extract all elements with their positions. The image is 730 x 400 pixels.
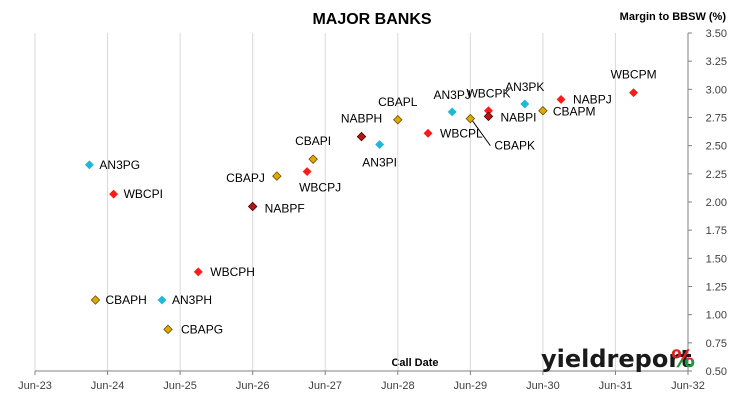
- point-label-wbcpj: WBCPJ: [299, 181, 341, 195]
- leader-line-cbapk: [471, 120, 491, 146]
- data-point-cbaph: [90, 295, 101, 305]
- point-label-nabpf: NABPF: [265, 202, 305, 216]
- point-label-nabpi: NABPI: [500, 110, 536, 124]
- data-point-an3pi: [375, 139, 385, 150]
- point-label-cbapm: CBAPM: [553, 105, 596, 119]
- data-points: [84, 88, 639, 335]
- x-tick-label: Jun-24: [91, 380, 125, 392]
- brand-logo: yieldreport %: [541, 345, 695, 373]
- data-point-cbapg: [163, 324, 173, 335]
- data-point-an3pj: [447, 107, 457, 117]
- data-point-an3ph: [157, 295, 167, 305]
- point-label-an3pi: AN3PI: [362, 156, 397, 170]
- data-point-nabpj: [556, 94, 566, 105]
- x-tick-labels: Jun-23 Jun-24 Jun-25 Jun-26 Jun-27 Jun-28 Jun-…: [18, 380, 705, 392]
- data-point-cbapj: [272, 171, 282, 181]
- data-point-nabpi: [483, 111, 494, 122]
- point-label-an3ph: AN3PH: [172, 293, 212, 307]
- y-tick-label: 2.00: [706, 197, 727, 209]
- brand-percent-symbol: %: [671, 345, 695, 373]
- y-tick-label: 1.25: [706, 282, 727, 294]
- x-tick-label: Jun-27: [308, 380, 342, 392]
- point-label-wbcpk: WBCPK: [466, 87, 510, 101]
- x-tick-label: Jun-25: [163, 380, 197, 392]
- point-label-cbapl: CBAPL: [378, 95, 418, 109]
- data-point-an3pg: [84, 160, 94, 170]
- x-tick-label: Jun-26: [236, 380, 270, 392]
- y-tick-label: 1.00: [706, 310, 727, 322]
- point-label-cbapj: CBAPJ: [226, 171, 265, 185]
- data-point-an3pk: [520, 99, 530, 109]
- data-point-cbapm: [538, 105, 548, 116]
- data-point-cbapl: [393, 114, 403, 125]
- y-tick-label: 2.75: [706, 113, 727, 125]
- axes: [34, 32, 692, 375]
- data-point-cbapi: [308, 154, 318, 164]
- x-tick-label: Jun-31: [599, 380, 633, 392]
- x-tick-label: Jun-29: [454, 380, 488, 392]
- x-axis-label: Call Date: [391, 357, 438, 369]
- data-point-nabpf: [247, 201, 258, 212]
- data-point-wbcpm: [629, 88, 639, 98]
- point-label-wbcph: WBCPH: [210, 265, 255, 279]
- point-label-wbcpl: WBCPL: [440, 126, 483, 140]
- y-tick-label: 3.50: [706, 28, 727, 40]
- y-tick-label: 3.25: [706, 56, 727, 68]
- y-tick-label: 2.50: [706, 141, 727, 153]
- point-label-wbcpm: WBCPM: [611, 68, 657, 82]
- data-point-cbapk: [465, 113, 476, 124]
- point-label-cbapg: CBAPG: [181, 322, 223, 336]
- point-label-cbapi: CBAPI: [295, 134, 331, 148]
- x-tick-label: Jun-28: [381, 380, 415, 392]
- data-point-wbcpl: [423, 128, 433, 138]
- chart-title: MAJOR BANKS: [312, 11, 431, 28]
- y-tick-labels: 0.50 0.75 1.00 1.25 1.50 1.75 2.00 2.25 2.50 2.75…: [706, 28, 727, 378]
- point-label-cbapk: CBAPK: [494, 139, 535, 153]
- y-tick-label: 0.75: [706, 338, 727, 350]
- point-label-an3pk: AN3PK: [505, 80, 544, 94]
- point-label-nabph: NABPH: [341, 112, 382, 126]
- point-labels: AN3PG WBCPI CBAPH AN3PH CBAPG WBCPH NABPF CBAPJ…: [99, 68, 656, 337]
- point-label-an3pg: AN3PG: [99, 158, 140, 172]
- point-label-nabpj: NABPJ: [573, 92, 612, 106]
- y-tick-label: 2.25: [706, 169, 727, 181]
- brand-name: yieldreport: [541, 345, 692, 373]
- y-tick-label: 0.50: [706, 366, 727, 378]
- data-point-wbcph: [193, 267, 203, 277]
- data-point-nabph: [356, 131, 367, 142]
- x-tick-label: Jun-23: [18, 380, 52, 392]
- data-point-wbcpj: [302, 167, 312, 177]
- point-label-an3pj: AN3PJ: [434, 88, 471, 102]
- y-tick-label: 1.75: [706, 225, 727, 237]
- x-tick-label: Jun-30: [526, 380, 560, 392]
- leader-lines: [471, 120, 491, 146]
- y-tick-label: 1.50: [706, 253, 727, 265]
- y-tick-label: 3.00: [706, 84, 727, 96]
- data-point-wbcpi: [109, 189, 119, 199]
- y-axis-label: Margin to BBSW (%): [620, 11, 727, 23]
- point-label-wbcpi: WBCPI: [124, 187, 163, 201]
- x-tick-label: Jun-32: [671, 380, 705, 392]
- point-label-cbaph: CBAPH: [105, 293, 146, 307]
